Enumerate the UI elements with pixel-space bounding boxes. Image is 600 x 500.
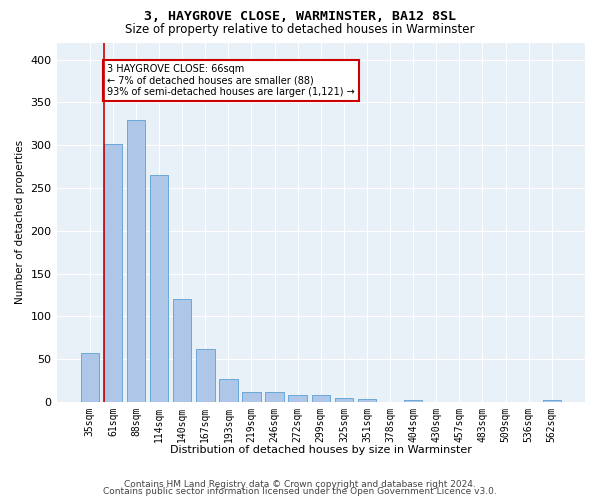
Y-axis label: Number of detached properties: Number of detached properties — [15, 140, 25, 304]
Text: Contains public sector information licensed under the Open Government Licence v3: Contains public sector information licen… — [103, 487, 497, 496]
Text: Size of property relative to detached houses in Warminster: Size of property relative to detached ho… — [125, 22, 475, 36]
X-axis label: Distribution of detached houses by size in Warminster: Distribution of detached houses by size … — [170, 445, 472, 455]
Bar — [289, 396, 307, 402]
Text: 3, HAYGROVE CLOSE, WARMINSTER, BA12 8SL: 3, HAYGROVE CLOSE, WARMINSTER, BA12 8SL — [144, 10, 456, 23]
Bar — [335, 398, 353, 402]
Text: Contains HM Land Registry data © Crown copyright and database right 2024.: Contains HM Land Registry data © Crown c… — [124, 480, 476, 489]
Bar — [311, 396, 330, 402]
Bar — [404, 400, 422, 402]
Bar — [265, 392, 284, 402]
Bar — [219, 379, 238, 402]
Bar — [127, 120, 145, 402]
Bar — [104, 144, 122, 402]
Bar — [173, 300, 191, 402]
Bar — [542, 400, 561, 402]
Bar — [242, 392, 261, 402]
Bar — [358, 398, 376, 402]
Text: 3 HAYGROVE CLOSE: 66sqm
← 7% of detached houses are smaller (88)
93% of semi-det: 3 HAYGROVE CLOSE: 66sqm ← 7% of detached… — [107, 64, 355, 97]
Bar — [80, 354, 99, 402]
Bar — [196, 349, 215, 402]
Bar — [150, 175, 169, 402]
